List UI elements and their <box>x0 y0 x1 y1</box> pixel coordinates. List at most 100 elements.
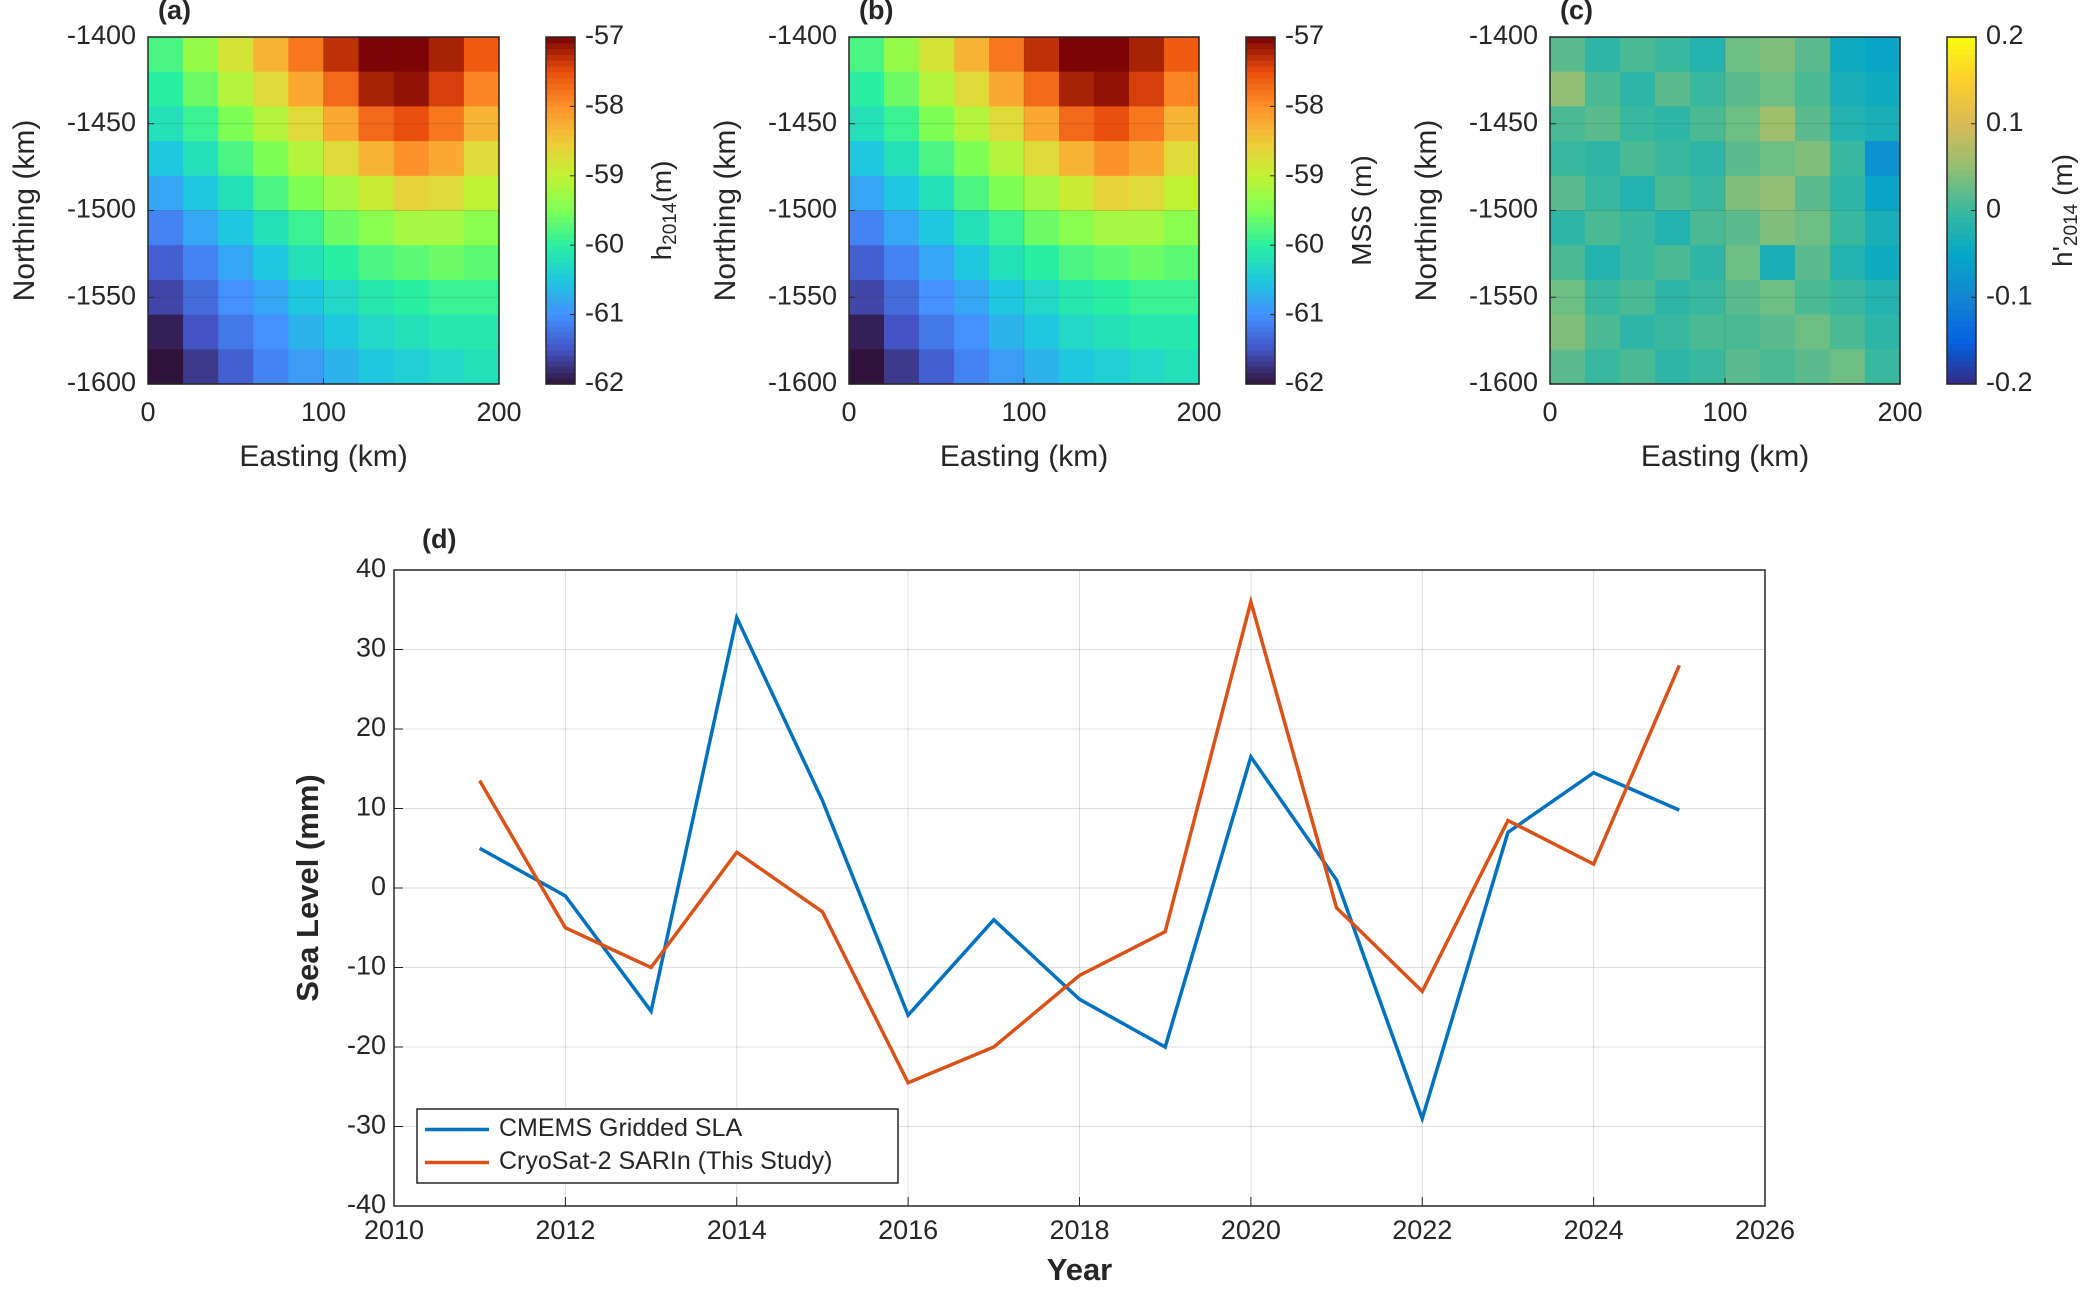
colorbar-swatch <box>1947 112 1976 119</box>
colorbar-tick-label: -0.1 <box>1986 280 2033 310</box>
colorbar-tick-label: -57 <box>585 20 624 50</box>
heat-cell <box>288 349 325 385</box>
colorbar-swatch <box>546 37 575 44</box>
colorbar-swatch <box>546 285 575 293</box>
heat-cell <box>954 314 990 350</box>
colorbar-swatch <box>546 314 575 321</box>
heat-cell <box>1865 106 1901 142</box>
panel-label: (c) <box>1560 0 1593 25</box>
heat-cell <box>463 245 500 281</box>
colorbar-swatch <box>1246 170 1275 177</box>
colorbar-swatch <box>1947 170 1976 177</box>
heat-cell <box>428 106 465 142</box>
heat-cell <box>1094 245 1130 281</box>
colorbar-swatch <box>546 262 575 269</box>
heat-cell <box>218 106 254 142</box>
heat-cell <box>183 71 219 107</box>
colorbar-swatch <box>1947 65 1976 73</box>
heat-cell <box>1550 245 1586 281</box>
colorbar-swatch <box>1947 279 1976 287</box>
heat-cell <box>884 279 920 316</box>
colorbar-swatch <box>1947 204 1976 212</box>
colorbar-swatch <box>546 320 575 327</box>
x-axis-label: Easting (km) <box>239 440 407 473</box>
heat-cell <box>1655 245 1691 281</box>
heat-cell <box>1129 279 1165 316</box>
heat-cell <box>1024 349 1060 385</box>
colorbar-swatch <box>546 193 575 200</box>
heat-cell <box>989 349 1025 385</box>
colorbar-swatch <box>546 291 575 298</box>
colorbar-swatch <box>1947 227 1976 235</box>
colorbar-tick-label: 0.1 <box>1986 107 2024 137</box>
colorbar-swatch <box>1947 239 1976 246</box>
colorbar-swatch <box>1246 42 1275 50</box>
y-tick-label: -1500 <box>1469 194 1538 224</box>
heat-cell <box>1690 106 1726 142</box>
y-tick-label: -1500 <box>768 194 837 224</box>
colorbar-swatch <box>546 100 575 107</box>
y-tick-label: -1400 <box>67 20 136 50</box>
heat-cell <box>1760 71 1796 107</box>
heat-cell <box>1830 314 1866 350</box>
heat-cell <box>1760 349 1796 385</box>
colorbar-swatch <box>546 77 575 84</box>
heat-cell <box>1129 141 1165 177</box>
heat-cell <box>1830 141 1866 177</box>
colorbar-swatch <box>1947 372 1976 379</box>
heat-cell <box>463 141 500 177</box>
heat-cell <box>1585 245 1621 281</box>
y-tick-label: -1500 <box>67 194 136 224</box>
colorbar-swatch <box>1246 112 1275 119</box>
y-tick-label: -1450 <box>768 107 837 137</box>
heat-cell <box>1865 314 1901 350</box>
heat-cell <box>1655 106 1691 142</box>
colorbar-swatch <box>1246 210 1275 217</box>
colorbar-swatch <box>546 123 575 131</box>
colorbar-swatch <box>1947 337 1976 345</box>
colorbar-swatch <box>1246 187 1275 194</box>
colorbar-label-part: MSS (m) <box>1346 155 1377 265</box>
heat-cell <box>323 245 360 281</box>
heat-cell <box>1690 245 1726 281</box>
colorbar-swatch <box>1246 285 1275 293</box>
colorbar-swatch <box>1246 146 1275 154</box>
heat-cell <box>463 71 500 107</box>
heat-cell <box>849 210 885 246</box>
heat-cell <box>323 314 360 350</box>
heat-cell <box>1164 106 1200 142</box>
colorbar-swatch <box>1947 193 1976 200</box>
heat-cell <box>428 210 465 246</box>
heat-cell <box>1830 245 1866 281</box>
heat-cell <box>919 106 955 142</box>
colorbar-swatch <box>546 60 575 67</box>
heat-cell <box>1760 314 1796 350</box>
panel-label: (b) <box>859 0 893 25</box>
colorbar-swatch <box>1246 349 1275 356</box>
heat-cell <box>1760 37 1796 73</box>
colorbar-label-part: h' <box>2047 246 2078 267</box>
colorbar-swatch <box>1246 48 1275 55</box>
heat-cell <box>1094 210 1130 246</box>
heat-cell <box>1690 175 1726 212</box>
heat-cell <box>358 71 395 107</box>
heat-cell <box>849 349 885 385</box>
heat-cell <box>1760 210 1796 246</box>
heat-cell <box>1725 37 1761 73</box>
colorbar-swatch <box>1246 314 1275 321</box>
heat-cell <box>1830 210 1866 246</box>
colorbar-swatch <box>1947 262 1976 269</box>
colorbar-label-part: (m) <box>2047 154 2078 204</box>
colorbar-swatch <box>546 378 575 385</box>
colorbar-swatch <box>1246 360 1275 368</box>
heat-cell <box>323 71 360 107</box>
heat-cell <box>1550 349 1586 385</box>
x-axis-label: Easting (km) <box>1641 440 1809 473</box>
heat-cell <box>1725 349 1761 385</box>
colorbar-label: h'2014 (m) <box>2047 154 2082 267</box>
heat-cell <box>323 106 360 142</box>
x-tick-label: 200 <box>476 397 521 427</box>
heat-cell <box>253 245 289 281</box>
heat-cell <box>1024 106 1060 142</box>
colorbar-swatch <box>1246 204 1275 212</box>
